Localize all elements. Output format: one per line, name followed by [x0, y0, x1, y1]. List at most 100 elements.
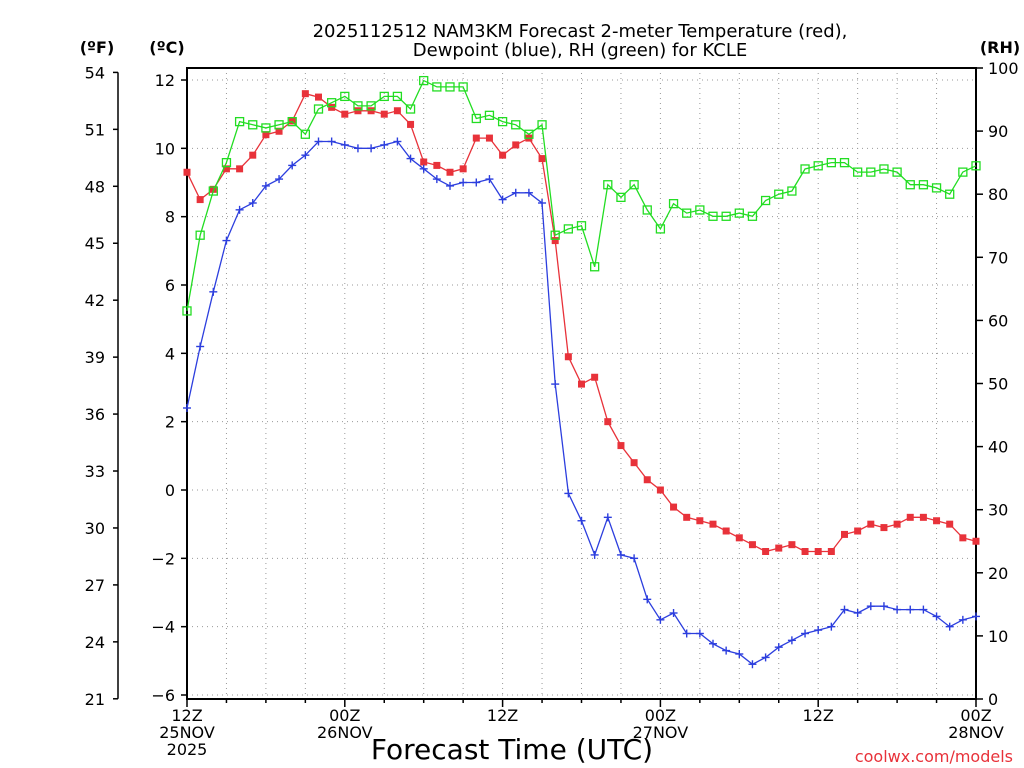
- rh-point: [931, 183, 942, 193]
- rh-point: [392, 91, 403, 102]
- dewpoint-point: [840, 605, 849, 614]
- temperature-point: [222, 165, 230, 173]
- rh-point: [655, 224, 666, 234]
- dewpoint-point: [577, 516, 586, 525]
- dewpoint-point: [919, 605, 928, 614]
- temperature-point: [367, 107, 375, 115]
- rh-tick-label: 10: [988, 627, 1008, 646]
- rh-point: [353, 101, 363, 111]
- temperature-point: [972, 537, 980, 545]
- rh-point: [379, 91, 389, 102]
- temperature-point: [880, 524, 888, 532]
- rh-point: [603, 180, 613, 190]
- temperature-point: [433, 161, 441, 169]
- rh-point: [813, 161, 823, 171]
- rh-tick-label: 0: [988, 690, 998, 709]
- rh-point: [839, 157, 850, 168]
- dewpoint-point: [406, 154, 415, 163]
- rh-tick-label: 70: [988, 248, 1008, 267]
- rh-tick-label: 40: [988, 438, 1008, 457]
- rh-point: [274, 120, 284, 130]
- dewpoint-point: [353, 144, 362, 153]
- dewpoint-point: [538, 199, 547, 207]
- rh-tick-label: 90: [988, 122, 1008, 141]
- dewpoint-point: [945, 622, 954, 631]
- fahrenheit-tick-label: 48: [85, 177, 105, 196]
- temperature-point: [196, 196, 204, 204]
- dewpoint-point: [669, 609, 678, 617]
- temperature-point: [380, 110, 388, 118]
- rh-point: [366, 101, 376, 111]
- rh-point: [787, 186, 797, 196]
- dewpoint-point: [932, 612, 941, 621]
- rh-point: [918, 180, 929, 190]
- temperature-point: [762, 548, 770, 555]
- temperature-point: [709, 520, 717, 528]
- series-rh: [182, 75, 981, 316]
- rh-point: [563, 224, 573, 234]
- dewpoint-point: [603, 513, 612, 522]
- temperature-point: [236, 165, 244, 173]
- rh-point: [590, 262, 600, 272]
- rh-tick-label: 30: [988, 501, 1008, 520]
- temperature-point: [841, 530, 848, 538]
- rh-point: [432, 82, 442, 92]
- rh-point: [853, 167, 863, 177]
- celsius-tick-label: 0: [165, 481, 175, 500]
- x-tick-label: 00Z: [960, 706, 991, 725]
- celsius-tick-label: −2: [151, 549, 175, 568]
- dewpoint-point: [340, 140, 349, 149]
- series-dewpoint: [183, 137, 980, 669]
- temperature-point: [854, 527, 862, 535]
- dewpoint-point: [301, 151, 310, 160]
- temperature-point: [591, 373, 599, 381]
- temperature-point: [420, 158, 428, 166]
- fahrenheit-tick-label: 24: [85, 633, 105, 652]
- rh-point: [682, 208, 692, 218]
- temperature-point: [867, 520, 875, 528]
- rh-point: [208, 186, 218, 196]
- rh-point: [313, 104, 324, 114]
- rh-point: [616, 192, 626, 203]
- temperature-point: [748, 541, 756, 549]
- dewpoint-point: [616, 550, 625, 559]
- dewpoint-point: [485, 175, 494, 184]
- dewpoint-point: [761, 653, 770, 662]
- rh-point: [629, 180, 639, 190]
- temperature-point: [564, 353, 572, 361]
- fahrenheit-tick-label: 36: [85, 405, 105, 424]
- dewpoint-point: [722, 646, 731, 655]
- rh-tick-label: 50: [988, 375, 1008, 394]
- rh-point: [708, 211, 718, 221]
- fahrenheit-unit-label: (ºF): [80, 38, 115, 57]
- rh-point: [971, 161, 981, 171]
- dewpoint-point: [446, 181, 454, 190]
- temperature-point: [814, 548, 822, 555]
- rh-point: [326, 98, 337, 108]
- x-tick-label: 27NOV: [633, 723, 689, 742]
- dewpoint-point: [709, 639, 717, 648]
- rh-point: [537, 120, 547, 130]
- x-tick-label: 00Z: [329, 706, 360, 725]
- dewpoint-point: [393, 137, 402, 146]
- temperature-point: [906, 513, 914, 521]
- rh-point: [892, 167, 902, 177]
- celsius-tick-label: 12: [155, 71, 175, 90]
- rh-point: [734, 208, 744, 218]
- temperature-point: [315, 93, 322, 101]
- fahrenheit-tick-label: 30: [85, 519, 105, 538]
- dewpoint-point: [958, 615, 967, 624]
- data-series: [182, 75, 981, 669]
- rh-point: [195, 230, 205, 240]
- rh-tick-label: 80: [988, 185, 1008, 204]
- dewpoint-point: [432, 175, 441, 184]
- rh-point: [287, 116, 297, 127]
- celsius-tick-label: 6: [165, 276, 175, 295]
- temperature-point: [407, 120, 415, 128]
- temperature-point: [209, 185, 217, 193]
- rh-line: [186, 79, 977, 312]
- temperature-point: [893, 520, 901, 528]
- x-tick-label: 2025: [167, 740, 208, 759]
- dewpoint-point: [183, 404, 191, 412]
